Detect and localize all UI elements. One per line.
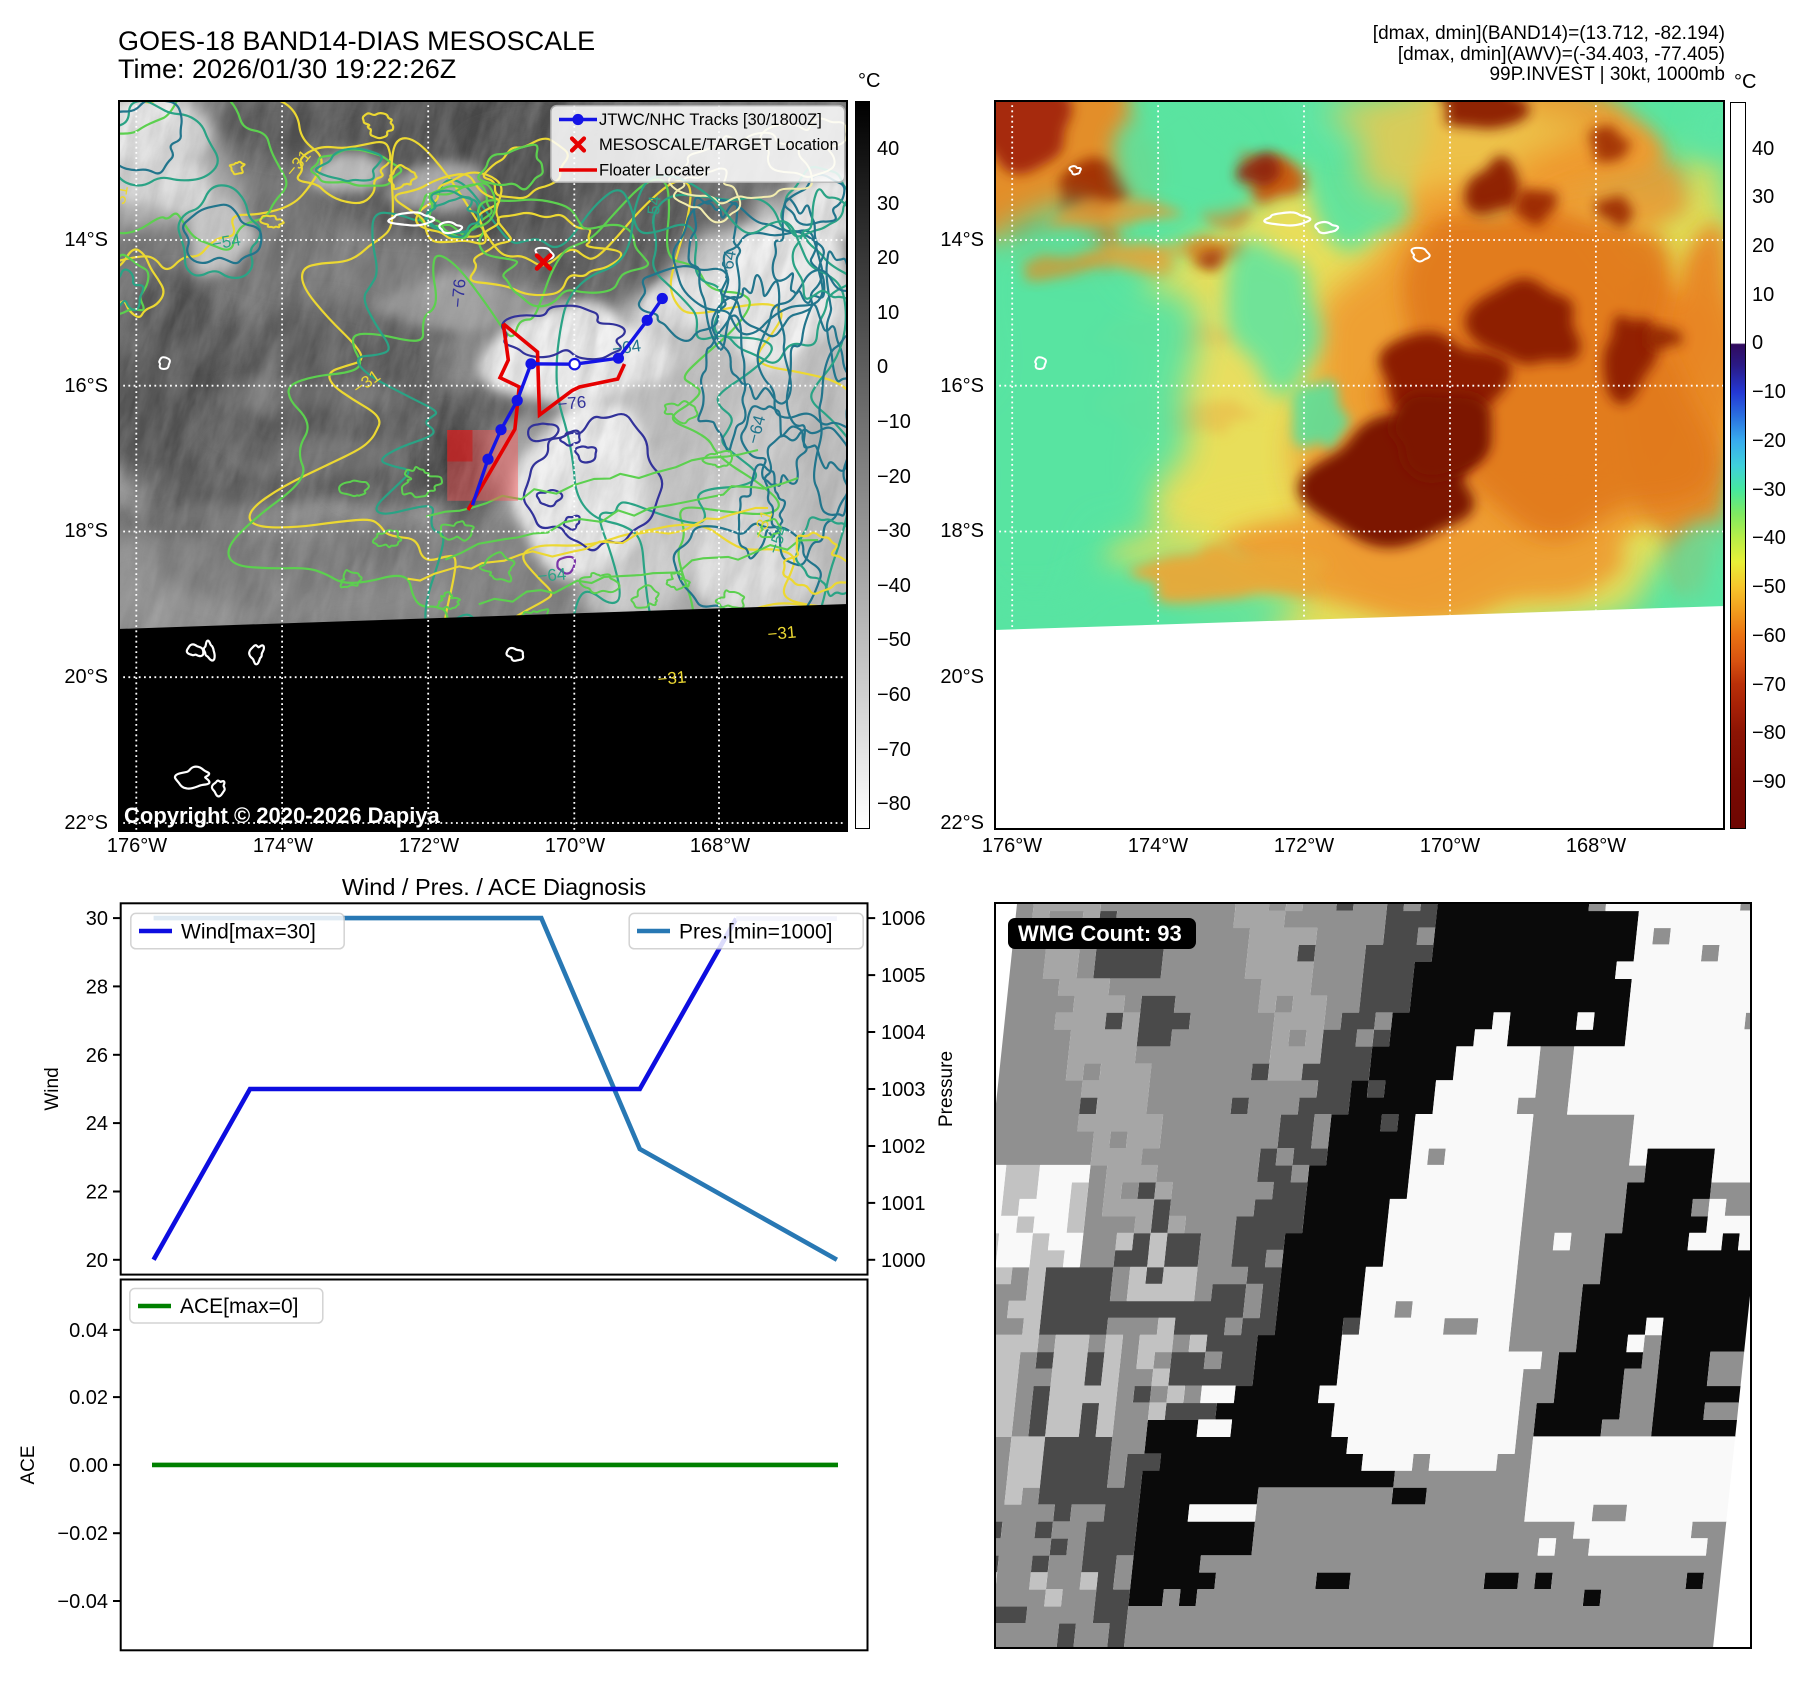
- svg-text:−31: −31: [657, 668, 687, 689]
- svg-text:1006: 1006: [881, 908, 926, 930]
- svg-text:−76: −76: [448, 278, 469, 308]
- svg-text:WMG Count: 93: WMG Count: 93: [1018, 921, 1182, 946]
- svg-text:1000: 1000: [881, 1250, 926, 1272]
- svg-text:−54: −54: [210, 230, 242, 254]
- svg-text:Wind: Wind: [42, 1067, 63, 1110]
- svg-text:1005: 1005: [881, 965, 926, 987]
- svg-text:−54: −54: [643, 195, 664, 225]
- svg-text:JTWC/NHC Tracks [30/1800Z]: JTWC/NHC Tracks [30/1800Z]: [599, 111, 822, 129]
- svg-text:1001: 1001: [881, 1193, 926, 1215]
- svg-text:−76: −76: [557, 393, 587, 414]
- svg-text:0.04: 0.04: [69, 1320, 108, 1342]
- svg-text:Pressure: Pressure: [936, 1051, 957, 1127]
- svg-text:−31: −31: [767, 623, 797, 644]
- svg-text:−64: −64: [716, 249, 740, 281]
- svg-text:26: 26: [86, 1045, 108, 1067]
- svg-text:−64: −64: [537, 565, 567, 586]
- svg-text:0.00: 0.00: [69, 1455, 108, 1477]
- svg-text:28: 28: [86, 976, 108, 998]
- svg-text:ACE[max=0]: ACE[max=0]: [180, 1295, 298, 1318]
- svg-text:24: 24: [86, 1113, 108, 1135]
- svg-text:Copyright © 2020-2026 Dapiya: Copyright © 2020-2026 Dapiya: [124, 803, 441, 828]
- svg-text:20: 20: [86, 1250, 108, 1272]
- svg-text:Pres.[min=1000]: Pres.[min=1000]: [679, 921, 833, 944]
- svg-text:ACE: ACE: [18, 1445, 39, 1484]
- svg-text:−0.02: −0.02: [57, 1523, 108, 1545]
- svg-text:Wind / Pres. / ACE Diagnosis: Wind / Pres. / ACE Diagnosis: [342, 875, 646, 900]
- svg-text:Wind[max=30]: Wind[max=30]: [181, 921, 316, 944]
- svg-text:0.02: 0.02: [69, 1387, 108, 1409]
- svg-text:30: 30: [86, 908, 108, 930]
- svg-text:MESOSCALE/TARGET Location: MESOSCALE/TARGET Location: [599, 136, 839, 154]
- svg-text:1002: 1002: [881, 1136, 926, 1158]
- svg-text:22: 22: [86, 1182, 108, 1204]
- svg-text:−0.04: −0.04: [57, 1591, 108, 1613]
- svg-text:1003: 1003: [881, 1079, 926, 1101]
- svg-text:Floater Locater: Floater Locater: [599, 162, 710, 180]
- svg-text:1004: 1004: [881, 1022, 926, 1044]
